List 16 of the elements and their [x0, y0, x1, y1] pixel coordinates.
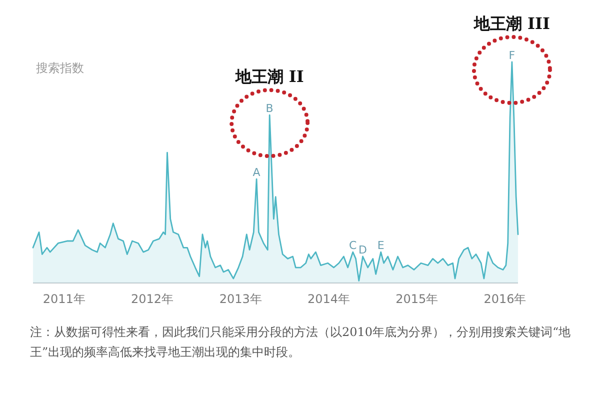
- x-tick-label: 2013年: [219, 292, 262, 306]
- annotation: 地王潮 II: [234, 67, 304, 86]
- x-tick-label: 2014年: [307, 292, 350, 306]
- y-axis-title: 搜索指数: [36, 61, 84, 75]
- x-tick-label: 2012年: [130, 292, 174, 306]
- annotation: C: [349, 239, 358, 252]
- x-tick-label: 2015年: [396, 292, 438, 306]
- x-tick-label: 2011年: [42, 292, 86, 306]
- annotation: 地王潮 III: [472, 14, 550, 33]
- annotation: D: [358, 243, 368, 256]
- annotation: B: [266, 102, 274, 116]
- x-tick-label: 2016年: [484, 292, 526, 306]
- annotation: E: [377, 239, 384, 252]
- annotation: F: [508, 49, 516, 62]
- text: 注：从数据可得性来看，因此我们只能采用分段的方法（以2010年底为分界），分别用搜索关键词“地王”出现的频率高低来找寻地王潮出现的集中时段。: [30, 324, 572, 361]
- annotation: A: [252, 166, 261, 180]
